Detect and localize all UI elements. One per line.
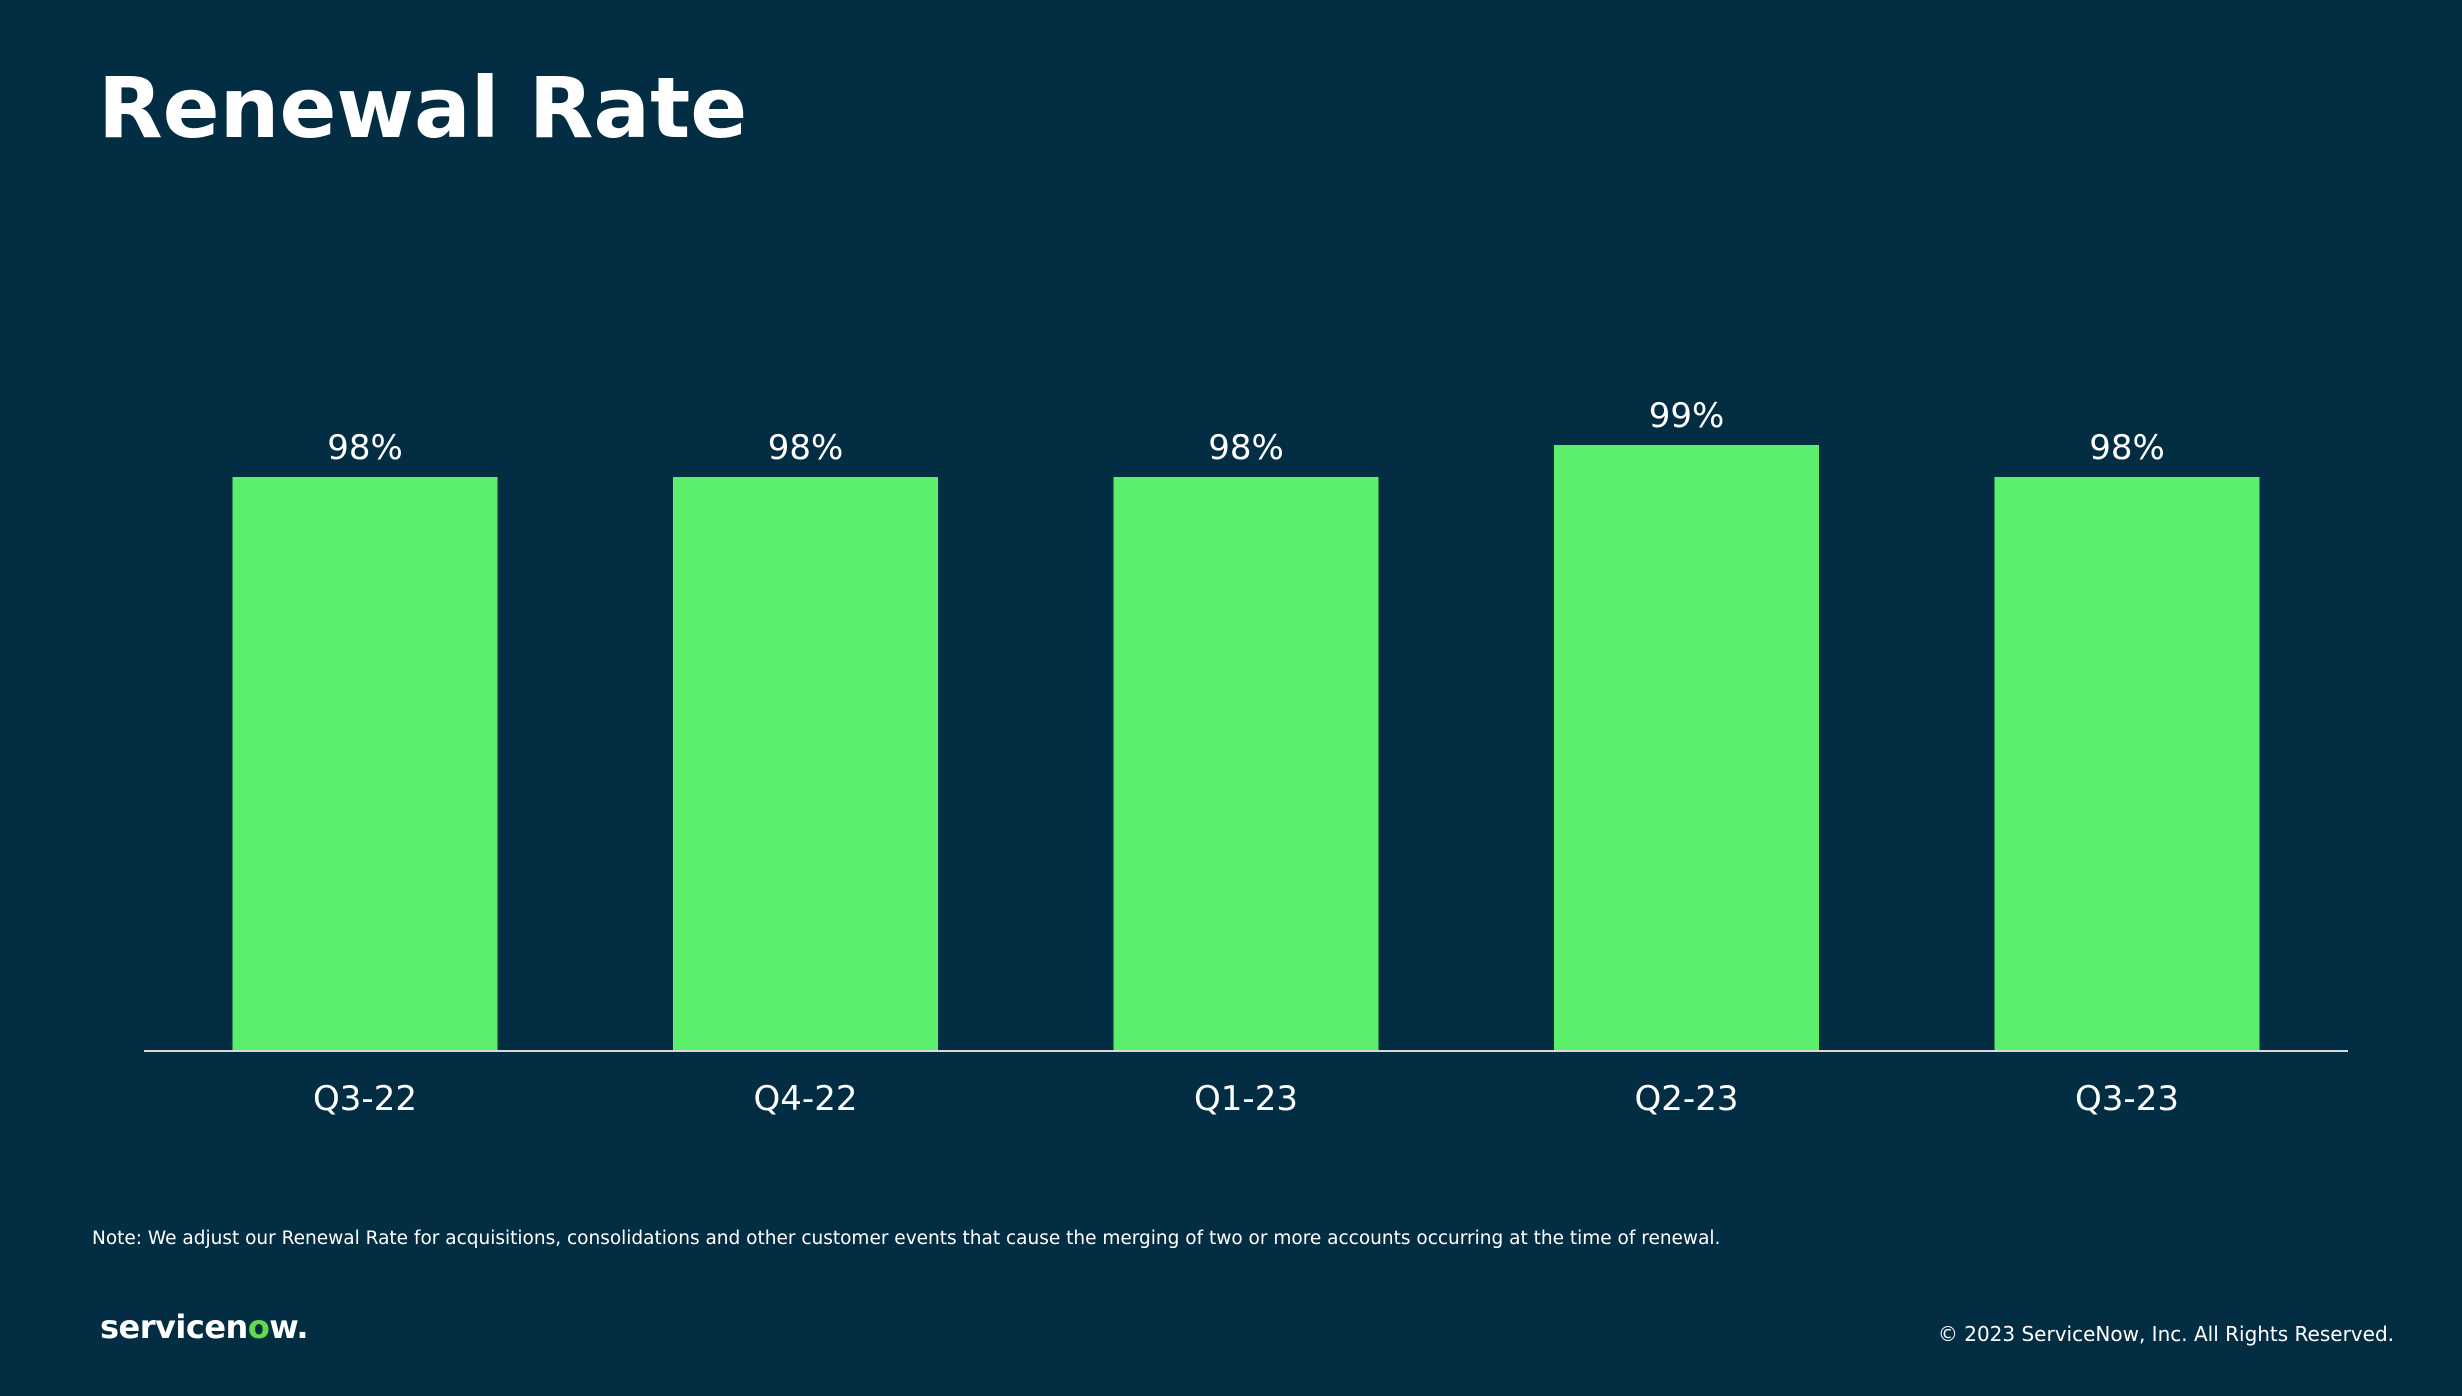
page-title: Renewal Rate <box>98 59 748 157</box>
data-label-q1-23: 98% <box>1208 428 1284 468</box>
x-tick-label-q2-23: Q2-23 <box>1635 1079 1739 1119</box>
x-tick-label-q3-23: Q3-23 <box>2075 1079 2179 1119</box>
data-label-q3-23: 98% <box>2089 428 2165 468</box>
data-label-q2-23: 99% <box>1649 396 1725 436</box>
bar-q3-22 <box>232 477 498 1051</box>
bar-q4-22 <box>673 477 938 1051</box>
data-label-q3-22: 98% <box>327 428 403 468</box>
bar-q1-23 <box>1113 477 1379 1051</box>
logo-text-start: servicen <box>100 1308 248 1346</box>
x-tick-label-q3-22: Q3-22 <box>313 1079 417 1119</box>
data-label-q4-22: 98% <box>768 428 844 468</box>
servicenow-logo: servicenow. <box>100 1308 308 1346</box>
copyright-text: © 2023 ServiceNow, Inc. All Rights Reser… <box>1937 1322 2394 1346</box>
bar-q2-23 <box>1554 445 1819 1051</box>
x-tick-label-q4-22: Q4-22 <box>754 1079 858 1119</box>
logo-text-end: w. <box>269 1308 308 1346</box>
logo-accent-o: o <box>247 1308 270 1346</box>
bar-q3-23 <box>1994 477 2260 1051</box>
footnote: Note: We adjust our Renewal Rate for acq… <box>92 1228 1721 1249</box>
x-tick-label-q1-23: Q1-23 <box>1194 1079 1298 1119</box>
